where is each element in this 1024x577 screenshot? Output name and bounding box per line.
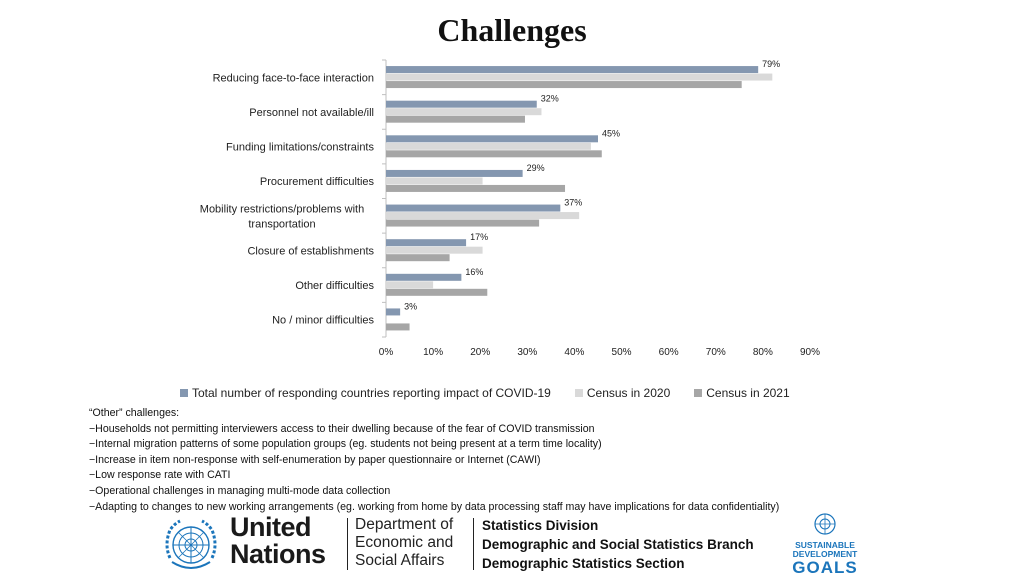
x-tick-label: 50% bbox=[612, 347, 632, 358]
division-line: Demographic Statistics Section bbox=[482, 556, 685, 571]
note-line: −Operational challenges in managing mult… bbox=[89, 484, 391, 497]
division-line: Demographic and Social Statistics Branch bbox=[482, 537, 754, 552]
other-challenges-notes: “Other” challenges: −Households not perm… bbox=[89, 406, 779, 515]
bar-total bbox=[386, 308, 401, 316]
legend-item-total: Total number of responding countries rep… bbox=[180, 386, 551, 400]
un-emblem-icon bbox=[165, 519, 217, 569]
bar-total bbox=[386, 273, 462, 281]
footer-divider bbox=[473, 518, 474, 570]
x-tick-label: 40% bbox=[564, 347, 584, 358]
x-tick-label: 60% bbox=[659, 347, 679, 358]
x-tick-label: 70% bbox=[706, 347, 726, 358]
category-label: Personnel not available/ill bbox=[249, 107, 374, 119]
footer-divider bbox=[347, 518, 348, 570]
data-label: 17% bbox=[470, 232, 488, 242]
bar-census-2021 bbox=[386, 254, 450, 262]
data-label: 29% bbox=[527, 163, 545, 173]
x-tick-label: 0% bbox=[379, 347, 394, 358]
category-label: Other difficulties bbox=[295, 280, 374, 292]
notes-heading: “Other” challenges: bbox=[89, 407, 180, 419]
category-label: transportation bbox=[248, 218, 315, 230]
data-label: 32% bbox=[541, 94, 559, 104]
category-label: Mobility restrictions/problems with bbox=[200, 203, 364, 215]
data-label: 3% bbox=[404, 301, 417, 311]
sdg-line: SUSTAINABLE bbox=[795, 540, 855, 550]
data-label: 16% bbox=[465, 267, 483, 277]
bar-census-2021 bbox=[386, 323, 410, 331]
note-line: −Adapting to changes to new working arra… bbox=[89, 500, 780, 513]
un-wordmark: United Nations bbox=[230, 514, 326, 568]
note-line: −Increase in item non-response with self… bbox=[89, 453, 541, 466]
note-line: −Households not permitting interviewers … bbox=[89, 422, 595, 435]
bar-total bbox=[386, 66, 759, 74]
bar-census-2020 bbox=[386, 142, 591, 150]
bar-total bbox=[386, 135, 598, 143]
category-label: Procurement difficulties bbox=[260, 176, 375, 188]
bar-census-2021 bbox=[386, 150, 602, 158]
bar-census-2020 bbox=[386, 246, 483, 254]
data-label: 45% bbox=[602, 128, 620, 138]
desa-line: Social Affairs bbox=[355, 552, 445, 569]
bar-census-2020 bbox=[386, 177, 483, 185]
un-wordmark-line: United bbox=[230, 512, 311, 542]
bar-census-2020 bbox=[386, 108, 542, 116]
bar-census-2021 bbox=[386, 288, 488, 296]
sdg-logo: SUSTAINABLE DEVELOPMENT GOALS bbox=[785, 512, 865, 577]
un-wordmark-line: Nations bbox=[230, 539, 326, 569]
legend-swatch-census-2021 bbox=[694, 389, 703, 397]
category-label: Reducing face-to-face interaction bbox=[213, 72, 374, 84]
sdg-emblem-icon bbox=[814, 513, 836, 535]
bar-total bbox=[386, 100, 537, 108]
bar-census-2020 bbox=[386, 281, 434, 289]
desa-name: Department of Economic and Social Affair… bbox=[355, 516, 453, 570]
bar-total bbox=[386, 169, 523, 177]
category-label: Closure of establishments bbox=[247, 245, 374, 257]
category-label: Funding limitations/constraints bbox=[226, 142, 374, 154]
legend-label-census-2020: Census in 2020 bbox=[586, 386, 671, 400]
footer: United Nations Department of Economic an… bbox=[160, 512, 880, 577]
legend-item-census-2020: Census in 2020 bbox=[574, 386, 671, 400]
legend-item-census-2021: Census in 2021 bbox=[694, 386, 790, 400]
bar-census-2020 bbox=[386, 73, 773, 81]
bar-census-2021 bbox=[386, 115, 525, 123]
desa-line: Economic and bbox=[355, 534, 454, 551]
bar-census-2020 bbox=[386, 212, 580, 220]
bar-total bbox=[386, 239, 467, 247]
sdg-line: DEVELOPMENT bbox=[792, 549, 858, 559]
legend-label-census-2021: Census in 2021 bbox=[706, 386, 790, 400]
legend-swatch-total bbox=[180, 389, 188, 397]
sdg-goals-word: GOALS bbox=[792, 558, 858, 577]
division-line: Statistics Division bbox=[482, 518, 599, 533]
bar-census-2021 bbox=[386, 81, 742, 89]
x-tick-label: 20% bbox=[470, 347, 490, 358]
category-label: No / minor difficulties bbox=[272, 315, 374, 327]
bar-census-2021 bbox=[386, 184, 566, 192]
bar-chart: 79% Reducing face-to-face interaction 32% P… bbox=[200, 59, 820, 358]
bar-census-2021 bbox=[386, 219, 540, 227]
x-tick-label: 80% bbox=[753, 347, 773, 358]
note-line: −Low response rate with CATI bbox=[89, 469, 231, 482]
x-tick-label: 30% bbox=[517, 347, 537, 358]
legend-swatch-census-2020 bbox=[574, 389, 583, 397]
x-tick-label: 10% bbox=[423, 347, 443, 358]
bar-total bbox=[386, 204, 561, 212]
x-tick-label: 90% bbox=[800, 347, 820, 358]
note-line: −Internal migration patterns of some pop… bbox=[89, 438, 602, 451]
desa-line: Department of bbox=[355, 516, 454, 533]
data-label: 37% bbox=[564, 198, 582, 208]
division-names: Statistics Division Demographic and Soci… bbox=[482, 516, 754, 573]
data-label: 79% bbox=[762, 59, 780, 69]
legend-label-total: Total number of responding countries rep… bbox=[192, 386, 551, 400]
page-title: Challenges bbox=[437, 12, 587, 48]
chart-legend: Total number of responding countries rep… bbox=[180, 386, 790, 400]
